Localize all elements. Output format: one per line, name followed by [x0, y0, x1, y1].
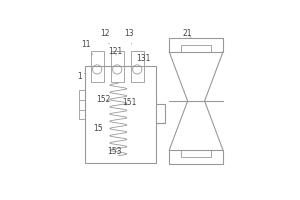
Text: 151: 151: [122, 98, 136, 107]
Bar: [169, 150, 223, 164]
Text: 121: 121: [108, 47, 122, 56]
Bar: [169, 38, 223, 52]
Text: 12: 12: [100, 29, 110, 44]
Text: 131: 131: [136, 54, 150, 63]
Bar: [79, 90, 85, 119]
Text: 152: 152: [97, 95, 111, 104]
Bar: [111, 51, 124, 82]
Text: 11: 11: [82, 40, 93, 55]
Bar: [85, 66, 156, 163]
Text: 1: 1: [77, 72, 85, 81]
Bar: [182, 150, 211, 157]
Bar: [182, 45, 211, 52]
Bar: [131, 51, 144, 82]
Text: 13: 13: [124, 29, 134, 44]
Text: 15: 15: [94, 124, 103, 133]
Text: 21: 21: [182, 29, 192, 38]
Text: 153: 153: [108, 147, 122, 156]
Bar: [91, 51, 104, 82]
